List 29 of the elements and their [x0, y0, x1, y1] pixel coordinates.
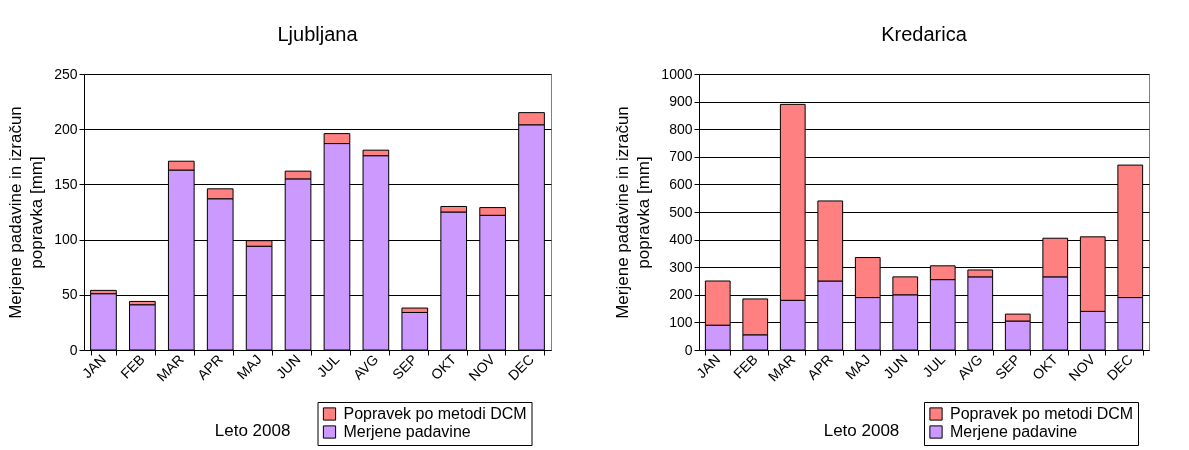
- y-tick-label: 200: [54, 120, 78, 137]
- legend-label: Merjene padavine: [343, 423, 471, 440]
- y-axis-title: Merjene padavine in izračun popravka [mm]: [613, 106, 654, 319]
- y-tick-label: 900: [669, 93, 693, 110]
- legend-label: Popravek po metodi DCM: [343, 405, 527, 422]
- y-tick-label: 800: [669, 120, 693, 137]
- y-tick-label: 200: [669, 286, 693, 303]
- y-tick-label: 1000: [661, 65, 693, 82]
- legend-label: Popravek po metodi DCM: [950, 405, 1134, 422]
- y-tick-label: 0: [69, 341, 78, 358]
- y-axis-title: Merjene padavine in izračun popravka [mm]: [6, 106, 47, 319]
- y-tick-label: 600: [669, 175, 693, 192]
- y-tick-label: 50: [61, 286, 78, 303]
- chart-title: Ljubljana: [277, 23, 359, 45]
- y-tick-label: 100: [669, 313, 693, 330]
- y-tick-label: 300: [669, 258, 693, 275]
- y-tick-label: 500: [669, 203, 693, 220]
- y-tick-label: 150: [54, 175, 78, 192]
- y-tick-label: 0: [684, 341, 693, 358]
- x-tick-label: JUL: [919, 350, 949, 381]
- y-tick-label: 700: [669, 148, 693, 165]
- y-tick-label: 100: [54, 231, 78, 248]
- y-tick-label: 400: [669, 231, 693, 248]
- x-axis-title: Leto 2008: [214, 420, 291, 440]
- x-tick-label: JUL: [313, 350, 343, 381]
- chart-title: Kredarica: [881, 23, 968, 45]
- y-tick-label: 250: [54, 65, 78, 82]
- x-axis-title: Leto 2008: [823, 420, 900, 440]
- legend-label: Merjene padavine: [950, 423, 1078, 440]
